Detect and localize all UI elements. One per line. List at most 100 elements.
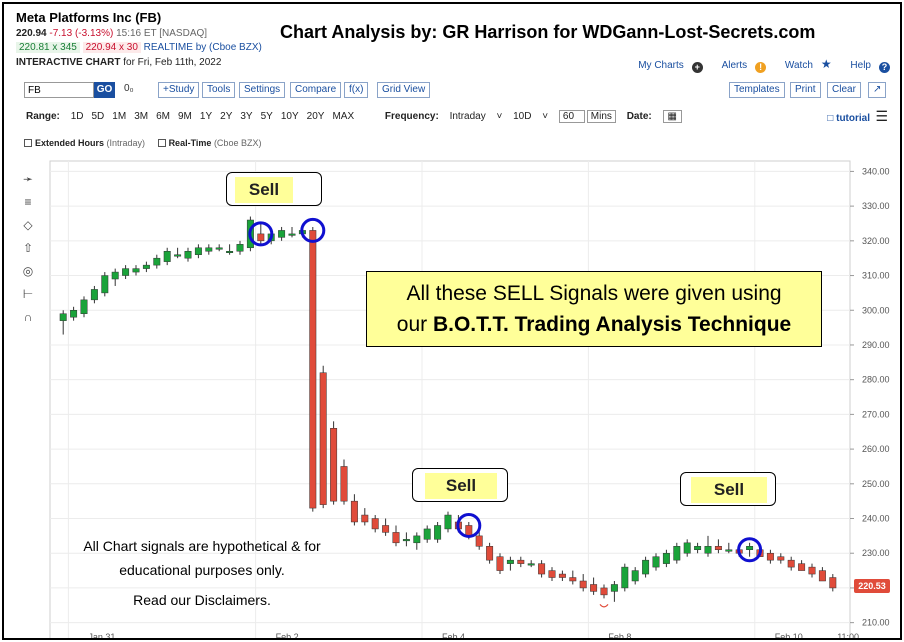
candle-body	[517, 559, 525, 564]
disclaimer: All Chart signals are hypothetical & for…	[52, 534, 352, 612]
fx-button[interactable]: f(x)	[344, 82, 369, 98]
range-option[interactable]: 1Y	[199, 111, 213, 122]
settings-button[interactable]: Settings	[239, 82, 286, 98]
candle-body	[350, 500, 358, 523]
candle-body	[59, 313, 67, 321]
range-option[interactable]: 5D	[91, 111, 105, 122]
candle-body	[101, 275, 109, 294]
range-option[interactable]: 20Y	[306, 111, 325, 122]
help-link[interactable]: Help?	[842, 60, 890, 73]
y-tick-label: 290.00	[862, 340, 890, 350]
candle-body	[80, 299, 88, 314]
fib-tool-icon[interactable]: ≡	[24, 195, 32, 209]
candle-body	[132, 268, 140, 273]
candle-body	[527, 563, 535, 566]
candle-body	[444, 514, 452, 530]
sell-callout-2: Sell	[412, 468, 508, 502]
disclaimer-line-3[interactable]: Read our Disclaimers.	[133, 592, 271, 608]
candle-body	[538, 563, 546, 575]
range-option[interactable]: 5Y	[260, 111, 273, 122]
range-option[interactable]: 9M	[178, 111, 192, 122]
tools-button[interactable]: Tools	[202, 82, 236, 98]
y-tick-label: 340.00	[862, 166, 890, 176]
compare-button[interactable]: Compare	[290, 82, 342, 98]
candle-body	[673, 546, 681, 561]
candle-body	[278, 230, 286, 238]
frequency-label: Frequency:	[384, 111, 439, 122]
candle-body	[506, 559, 514, 564]
frequency-select[interactable]: Intraday ˅	[449, 111, 503, 122]
candle-body	[808, 566, 816, 575]
sell-callout-1: Sell	[226, 172, 322, 206]
candle-body	[70, 310, 78, 318]
clear-button[interactable]: Clear	[827, 82, 861, 98]
candle-body	[621, 566, 629, 589]
candle-body	[184, 250, 192, 259]
candle-body	[590, 584, 598, 592]
line-tool-icon[interactable]: ➛	[22, 172, 34, 186]
grid-view-button[interactable]: Grid View	[377, 82, 431, 98]
my-charts-link[interactable]: My Charts +	[630, 60, 703, 73]
magnet-tool-icon[interactable]: ∩	[23, 310, 33, 324]
range-option[interactable]: 1D	[70, 111, 84, 122]
candle-body	[330, 428, 338, 502]
shape-tool-icon[interactable]: ◇	[23, 218, 33, 232]
expand-icon[interactable]: ↗	[868, 82, 887, 98]
circle-tool-icon[interactable]: ◎	[22, 264, 34, 278]
study-button[interactable]: +Study	[158, 82, 200, 98]
period-select[interactable]: 10D ˅	[513, 111, 549, 122]
candle-body	[465, 525, 473, 537]
candle-body	[600, 587, 608, 596]
y-tick-label: 320.00	[862, 236, 890, 246]
candle-body	[496, 556, 504, 571]
candle-body	[361, 514, 369, 523]
menu-icon[interactable]: ☰	[875, 108, 888, 124]
tutorial-link[interactable]: □ tutorial	[827, 113, 870, 124]
x-tick-label: 11:00	[837, 632, 859, 640]
candle-body	[402, 539, 410, 542]
candle-body	[818, 570, 826, 582]
checkbox-icon	[157, 139, 166, 147]
range-option[interactable]: 3Y	[240, 111, 253, 122]
range-option[interactable]: 10Y	[280, 111, 299, 122]
candle-body	[579, 580, 587, 589]
candle-body	[215, 247, 223, 250]
measure-tool-icon[interactable]: ⊢	[22, 287, 34, 301]
range-option[interactable]: 6M	[156, 111, 170, 122]
candle-body	[725, 549, 733, 552]
range-option[interactable]: 2Y	[220, 111, 233, 122]
candle-body	[704, 546, 712, 554]
candle-body	[787, 559, 795, 568]
range-option[interactable]: 1M	[112, 111, 127, 122]
range-option[interactable]: MAX	[332, 111, 355, 122]
candle-body	[288, 233, 296, 236]
candle-body	[714, 546, 722, 551]
help-icon: ?	[879, 62, 890, 73]
candle-body	[652, 556, 660, 568]
compare-dropdown[interactable]: 0₀	[120, 82, 138, 98]
templates-button[interactable]: Templates	[729, 82, 785, 98]
real-time-toggle[interactable]: Real-Time (Cboe BZX)	[157, 138, 261, 148]
candle-body	[434, 525, 442, 540]
candle-body	[569, 577, 577, 582]
alerts-link[interactable]: Alerts!	[714, 60, 767, 73]
watch-link[interactable]: Watch ★	[784, 57, 832, 71]
candle-body	[309, 230, 317, 509]
symbol-input[interactable]	[24, 82, 94, 98]
options-bar: Extended Hours (Intraday) Real-Time (Cbo…	[24, 138, 261, 148]
candle-body	[642, 559, 650, 575]
quote-time: 15:16 ET [NASDAQ]	[116, 28, 208, 39]
sell-callout-3: Sell	[680, 472, 776, 506]
candle-body	[226, 250, 234, 253]
header-links: My Charts + Alerts! Watch ★ Help?	[622, 57, 890, 73]
y-tick-label: 210.00	[862, 618, 890, 628]
arrow-tool-icon[interactable]: ⇧	[22, 241, 34, 255]
range-option[interactable]: 3M	[134, 111, 149, 122]
go-button[interactable]: GO	[94, 82, 115, 98]
extended-hours-toggle[interactable]: Extended Hours (Intraday)	[24, 138, 145, 148]
calendar-icon[interactable]: ▦	[662, 110, 682, 123]
candle-body	[475, 535, 483, 547]
mins-input[interactable]: 60	[558, 110, 586, 123]
candle-body	[423, 528, 431, 540]
print-button[interactable]: Print	[790, 82, 821, 98]
